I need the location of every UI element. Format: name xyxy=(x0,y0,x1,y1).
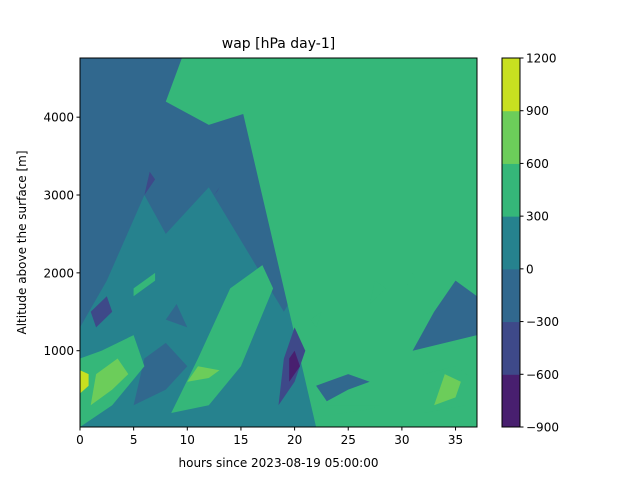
y-tick-label: 2000 xyxy=(43,266,74,280)
colorbar-segment xyxy=(502,268,520,323)
colorbar-segment xyxy=(502,58,520,112)
x-axis-label: hours since 2023-08-19 05:00:00 xyxy=(179,456,379,470)
colorbar-segment xyxy=(502,216,520,270)
colorbar-tick-label: −900 xyxy=(526,421,559,435)
colorbar-tick-label: −300 xyxy=(526,315,559,329)
colorbar-segment xyxy=(502,374,520,428)
contour-region-8 xyxy=(90,358,129,406)
colorbar-segment xyxy=(502,321,520,375)
y-tick-label: 4000 xyxy=(43,111,74,125)
contour-region-23 xyxy=(434,374,461,406)
chart-title: wap [hPa day-1] xyxy=(222,36,335,52)
colorbar: −900 −600 −300 0 300 600 900 1200 xyxy=(501,52,559,435)
contour-region-14 xyxy=(214,187,220,195)
colorbar-tick-label: 1200 xyxy=(526,52,557,66)
contour-regions xyxy=(80,58,477,427)
colorbar-segment xyxy=(502,110,520,164)
contour-region-18 xyxy=(316,405,381,417)
x-tick-label: 35 xyxy=(448,433,463,447)
y-axis: 1000 2000 3000 4000 xyxy=(43,111,80,358)
colorbar-tick-label: 900 xyxy=(526,104,549,118)
y-tick-label: 3000 xyxy=(43,189,74,203)
colorbar-frame xyxy=(501,57,521,428)
x-tick-label: 0 xyxy=(76,433,84,447)
contour-region-16 xyxy=(289,350,300,382)
contour-region-12 xyxy=(90,296,113,328)
contour-region-5 xyxy=(133,342,188,406)
colorbar-tick-label: 0 xyxy=(526,262,534,276)
x-axis: 0 5 10 15 20 25 30 35 xyxy=(76,427,463,447)
plot-frame xyxy=(79,57,478,428)
y-tick-label: 1000 xyxy=(43,344,74,358)
x-tick-label: 5 xyxy=(130,433,138,447)
x-tick-label: 20 xyxy=(287,433,302,447)
colorbar-tick-label: 300 xyxy=(526,210,549,224)
x-tick-label: 15 xyxy=(233,433,248,447)
contour-region-11 xyxy=(187,366,220,382)
plot-area xyxy=(80,58,477,427)
contour-region-19 xyxy=(133,272,156,297)
contour-region-4 xyxy=(165,304,188,328)
colorbar-tick-label: −600 xyxy=(526,368,559,382)
y-axis-label: Altitude above the surface [m] xyxy=(15,150,29,334)
x-tick-label: 25 xyxy=(341,433,356,447)
contour-region-6 xyxy=(316,374,370,402)
contour-region-3 xyxy=(412,280,477,351)
colorbar-segment xyxy=(502,163,520,217)
contour-region-21 xyxy=(401,272,418,320)
colorbar-tick-label: 600 xyxy=(526,157,549,171)
contour-region-20 xyxy=(369,280,386,304)
x-tick-label: 30 xyxy=(394,433,409,447)
contour-region-2 xyxy=(165,58,477,427)
contour-region-17 xyxy=(310,311,322,328)
x-tick-label: 10 xyxy=(180,433,195,447)
contour-region-9 xyxy=(80,370,89,394)
contour-region-13 xyxy=(144,171,156,195)
